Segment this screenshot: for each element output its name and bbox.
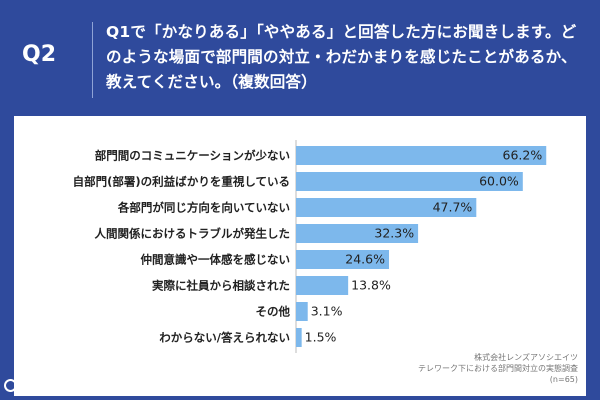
bar-value-label: 66.2% xyxy=(503,148,543,163)
header-divider xyxy=(92,22,93,98)
bar-value-label: 24.6% xyxy=(345,252,385,267)
source-survey: テレワーク下における部門間対立の実態調査 xyxy=(418,364,578,373)
bar xyxy=(296,302,308,321)
question-text: Q1で「かなりある」「ややある」と回答した方にお聞きします。どのような場面で部門… xyxy=(106,23,577,91)
bar-value-label: 60.0% xyxy=(479,174,519,189)
bar xyxy=(296,146,547,165)
category-label: 部門間のコミュニケーションが少ない xyxy=(95,149,290,163)
brand-name: リサピー xyxy=(20,378,76,394)
brand-mark-icon xyxy=(4,378,18,393)
bar-value-label: 32.3% xyxy=(374,226,414,241)
category-label: 仲間意識や一体感を感じない xyxy=(141,253,291,267)
source-company: 株式会社レンズアソシエイツ xyxy=(474,353,578,362)
source-sample-size: (n=65) xyxy=(549,375,578,384)
bar xyxy=(296,276,349,295)
category-label: 人間関係におけるトラブルが発生した xyxy=(95,227,291,241)
category-label: 各部門が同じ方向を向いていない xyxy=(117,201,290,215)
brand-logo: リサピー xyxy=(4,375,76,395)
bar-value-label: 47.7% xyxy=(433,200,473,215)
bar xyxy=(296,328,302,347)
bar-value-label: 3.1% xyxy=(311,304,343,319)
chart-panel: 部門間のコミュニケーションが少ない 66.2% 自部門(部署)の利益ばかりを重視して… xyxy=(14,116,586,396)
question-number: Q2 xyxy=(22,42,57,67)
bar xyxy=(296,250,389,269)
category-label: 実際に社員から相談された xyxy=(152,279,290,293)
bar-chart: 部門間のコミュニケーションが少ない 66.2% 自部門(部署)の利益ばかりを重視して… xyxy=(73,140,547,353)
bar xyxy=(296,172,523,191)
bar-value-label: 13.8% xyxy=(351,278,391,293)
bar-value-label: 1.5% xyxy=(305,330,337,345)
source-note: 株式会社レンズアソシエイツ テレワーク下における部門間対立の実態調査 (n=65… xyxy=(418,352,578,385)
bar xyxy=(296,198,477,217)
category-label: わからない/答えられない xyxy=(159,331,290,345)
category-label: その他 xyxy=(256,305,291,319)
bar xyxy=(296,224,419,243)
category-label: 自部門(部署)の利益ばかりを重視している xyxy=(73,175,290,189)
question-header: Q2 Q1で「かなりある」「ややある」と回答した方にお聞きします。どのような場面… xyxy=(0,0,600,110)
